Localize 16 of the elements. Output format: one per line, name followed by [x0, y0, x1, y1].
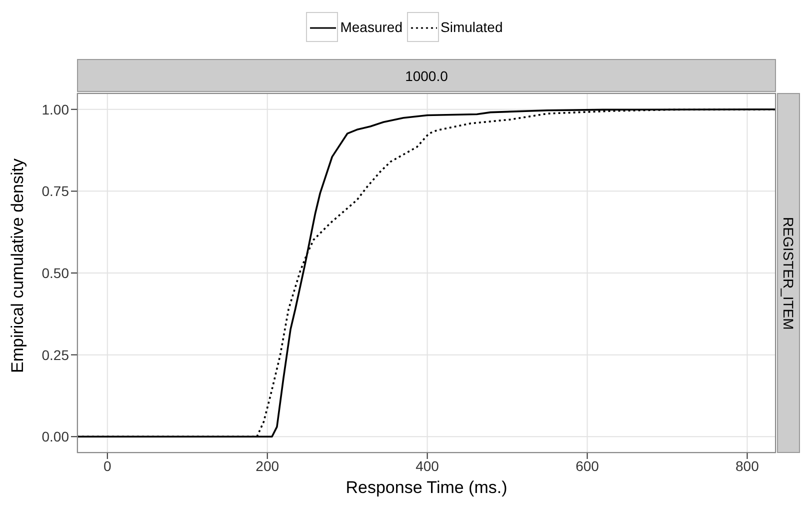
x-tick-label: 600 — [576, 458, 600, 474]
x-axis-title: Response Time (ms.) — [346, 478, 508, 497]
y-tick-label: 1.00 — [42, 101, 70, 118]
x-tick-label: 400 — [416, 458, 440, 474]
legend-label: Simulated — [440, 19, 503, 35]
text: REGISTER_ITEM — [780, 216, 796, 330]
y-tick-label: 0.00 — [42, 428, 70, 445]
x-tick-label: 800 — [736, 458, 760, 474]
legend-label: Measured — [340, 19, 402, 35]
text: 1000.0 — [77, 59, 776, 92]
y-tick-label: 0.50 — [42, 264, 70, 281]
y-tick-label: 0.75 — [42, 183, 70, 200]
y-tick-label: 0.25 — [42, 346, 70, 363]
x-tick-label: 200 — [256, 458, 280, 474]
y-axis-title: Empirical cumulative density — [8, 158, 28, 373]
x-tick-label: 0 — [103, 458, 112, 474]
